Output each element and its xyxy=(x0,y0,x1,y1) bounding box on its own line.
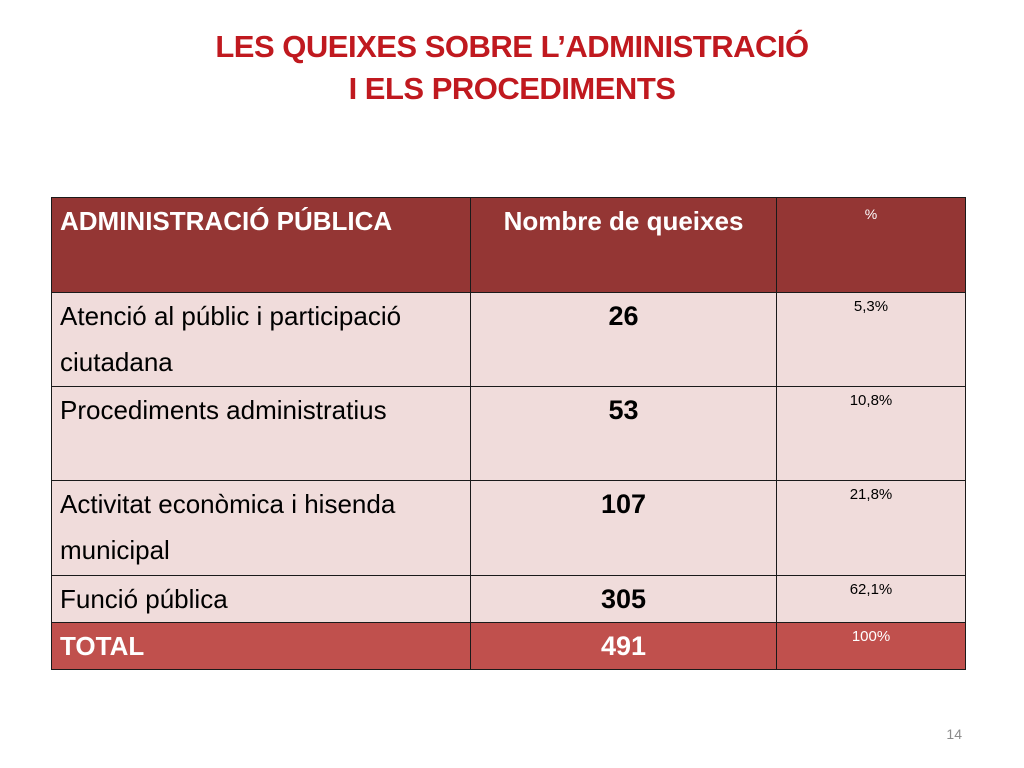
slide-title: LES QUEIXES SOBRE L’ADMINISTRACIÓ I ELS … xyxy=(0,26,1024,110)
table-header-row: ADMINISTRACIÓ PÚBLICA Nombre de queixes … xyxy=(51,197,966,293)
table-row: Activitat econòmica i hisenda municipal … xyxy=(51,480,966,576)
row-label: Procediments administratius xyxy=(51,386,471,481)
row-percent: 10,8% xyxy=(776,386,966,481)
row-count: 26 xyxy=(470,292,777,387)
header-percent: % xyxy=(776,197,966,293)
total-percent: 100% xyxy=(776,622,966,670)
header-nombre-de-queixes: Nombre de queixes xyxy=(470,197,777,293)
row-percent: 21,8% xyxy=(776,480,966,576)
slide-title-line-2: I ELS PROCEDIMENTS xyxy=(348,71,676,106)
header-administracio-publica: ADMINISTRACIÓ PÚBLICA xyxy=(51,197,471,293)
row-label: Activitat econòmica i hisenda municipal xyxy=(51,480,471,576)
row-label: Funció pública xyxy=(51,575,471,623)
row-label: Atenció al públic i participació ciutada… xyxy=(51,292,471,387)
slide-title-line-1: LES QUEIXES SOBRE L’ADMINISTRACIÓ xyxy=(215,29,809,64)
table-row: Funció pública 305 62,1% xyxy=(51,575,966,623)
table-row: Procediments administratius 53 10,8% xyxy=(51,386,966,481)
row-percent: 62,1% xyxy=(776,575,966,623)
row-count: 107 xyxy=(470,480,777,576)
row-percent: 5,3% xyxy=(776,292,966,387)
row-count: 305 xyxy=(470,575,777,623)
complaints-table: ADMINISTRACIÓ PÚBLICA Nombre de queixes … xyxy=(51,197,966,670)
total-label: TOTAL xyxy=(51,622,471,670)
row-count: 53 xyxy=(470,386,777,481)
table-total-row: TOTAL 491 100% xyxy=(51,622,966,670)
total-count: 491 xyxy=(470,622,777,670)
table-row: Atenció al públic i participació ciutada… xyxy=(51,292,966,387)
page-number: 14 xyxy=(946,726,962,742)
